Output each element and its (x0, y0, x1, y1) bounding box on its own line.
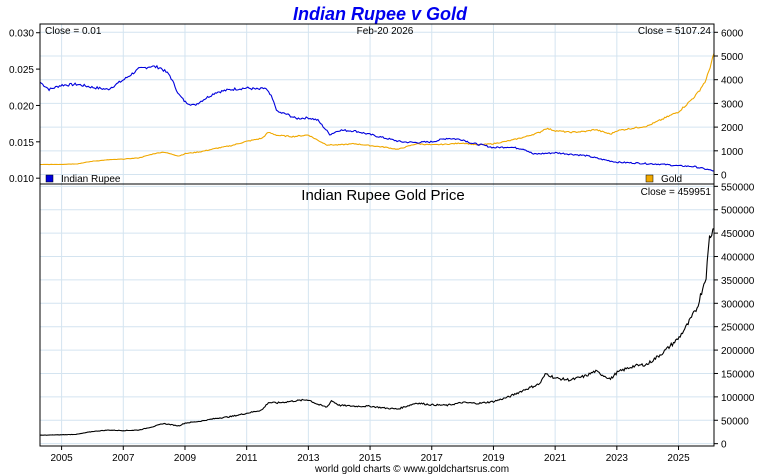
chart-title: Indian Rupee v Gold (293, 4, 468, 24)
x-tick-label: 2009 (174, 453, 197, 464)
left-tick-label: 0.030 (9, 29, 34, 40)
legend-swatch-gold (645, 174, 654, 183)
top-frame (39, 23, 715, 185)
x-tick-label: 2025 (667, 453, 690, 464)
bottom-panel: 0 50000 100000 150000 200000 250000 300000 3500… (39, 182, 755, 451)
left-tick-label: 0.010 (9, 174, 34, 185)
bottom-tick-label: 50000 (721, 416, 749, 427)
top-lines (39, 53, 715, 172)
left-tick-label: 0.015 (9, 138, 34, 149)
x-tick-label: 2015 (359, 453, 382, 464)
x-tick-label: 2017 (421, 453, 444, 464)
date-label: Feb-20 2026 (357, 26, 414, 37)
left-tick-label: 0.020 (9, 101, 34, 112)
bottom-tick-label: 450000 (721, 229, 755, 240)
close-right-label: Close = 5107.24 (638, 26, 712, 37)
right-tick-label: 1000 (721, 147, 744, 158)
bottom-grid (40, 184, 714, 446)
bottom-lines (39, 227, 715, 436)
bottom-frame (39, 183, 715, 447)
right-tick-label: 2000 (721, 123, 744, 134)
price-series-line (39, 227, 715, 436)
footer-credit: world gold charts © www.goldchartsrus.co… (314, 464, 509, 475)
right-tick-label: 6000 (721, 28, 744, 39)
bottom-tick-label: 0 (721, 440, 727, 451)
top-right-axis: 0 1000 2000 3000 4000 5000 6000 (714, 28, 744, 182)
bottom-tick-label: 250000 (721, 323, 755, 334)
gold-series-line (39, 53, 715, 166)
x-tick-label: 2021 (544, 453, 567, 464)
top-left-axis: 0.010 0.015 0.020 0.025 0.030 (9, 29, 40, 185)
right-tick-label: 4000 (721, 76, 744, 87)
bottom-tick-label: 200000 (721, 346, 755, 357)
bottom-tick-label: 550000 (721, 182, 755, 193)
bottom-close-label: Close = 459951 (641, 187, 712, 198)
x-tick-label: 2019 (482, 453, 505, 464)
right-tick-label: 0 (721, 171, 727, 182)
x-tick-label: 2013 (297, 453, 320, 464)
close-left-label: Close = 0.01 (45, 26, 102, 37)
bottom-tick-label: 400000 (721, 253, 755, 264)
x-tick-label: 2007 (112, 453, 135, 464)
right-tick-label: 5000 (721, 52, 744, 63)
bottom-tick-label: 500000 (721, 206, 755, 217)
bottom-tick-label: 150000 (721, 369, 755, 380)
top-grid (40, 24, 714, 184)
bottom-tick-label: 300000 (721, 299, 755, 310)
legend-swatch-rupee (45, 174, 54, 183)
right-tick-label: 3000 (721, 99, 744, 110)
top-panel: 0.010 0.015 0.020 0.025 0.030 0 1000 2000 3000 4… (9, 23, 744, 185)
rupee-series-line (39, 64, 714, 172)
bottom-tick-label: 100000 (721, 393, 755, 404)
left-tick-label: 0.025 (9, 65, 34, 76)
x-tick-label: 2023 (606, 453, 629, 464)
bottom-chart-title: Indian Rupee Gold Price (301, 187, 464, 204)
x-axis: 2005 2007 2009 2011 2013 2015 2017 2019 2021 2023… (50, 446, 690, 464)
bottom-right-axis: 0 50000 100000 150000 200000 250000 300000 3500… (714, 182, 755, 451)
x-tick-label: 2011 (236, 453, 258, 464)
x-tick-label: 2005 (50, 453, 73, 464)
bottom-tick-label: 350000 (721, 276, 755, 287)
legend-label-gold: Gold (661, 174, 682, 185)
legend-label-rupee: Indian Rupee (61, 174, 121, 185)
